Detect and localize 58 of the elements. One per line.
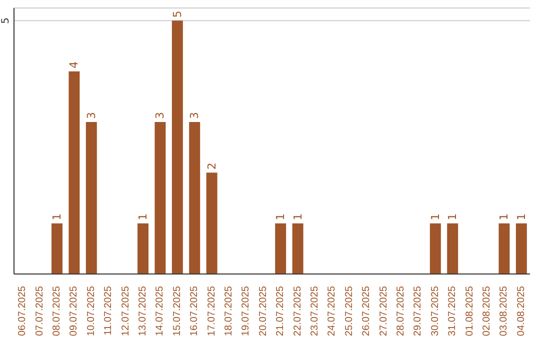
- bar: [206, 172, 218, 274]
- x-tick-label: 07.07.2025: [34, 286, 46, 336]
- data-label: 1: [274, 213, 288, 220]
- x-tick-label: 10.07.2025: [86, 286, 97, 336]
- x-tick-label: 28.07.2025: [396, 286, 406, 336]
- bar: [498, 223, 510, 274]
- bar: [86, 122, 97, 274]
- x-tick-label: 23.07.2025: [310, 286, 320, 336]
- data-label: 4: [68, 61, 81, 68]
- x-tick-label: 24.07.2025: [326, 286, 338, 336]
- x-tick-label: 08.07.2025: [52, 286, 62, 336]
- bar: [189, 122, 200, 274]
- x-tick-label: 06.07.2025: [17, 286, 28, 336]
- data-label: 3: [154, 112, 167, 119]
- x-tick-label: 19.07.2025: [240, 286, 252, 336]
- data-label: 1: [498, 213, 511, 220]
- bar: [430, 223, 441, 274]
- data-label: 1: [50, 213, 64, 220]
- bar: [68, 71, 80, 274]
- data-label: 2: [205, 162, 218, 170]
- x-tick-label: 29.07.2025: [412, 286, 424, 336]
- x-tick-label: 17.07.2025: [206, 286, 218, 336]
- x-tick-label: 31.07.2025: [447, 286, 458, 336]
- x-tick-label: 26.07.2025: [361, 286, 372, 336]
- bar: [137, 223, 148, 274]
- x-tick-label: 03.08.2025: [498, 286, 510, 336]
- data-label: 1: [428, 213, 442, 220]
- data-label: 5: [170, 10, 184, 18]
- x-tick-label: 13.07.2025: [138, 286, 148, 336]
- data-label: 1: [446, 213, 460, 220]
- x-tick-label: 09.07.2025: [68, 286, 80, 336]
- bar: [447, 223, 458, 274]
- data-label: 3: [188, 112, 202, 119]
- x-tick-label: 14.07.2025: [154, 286, 166, 336]
- x-tick-label: 11.07.2025: [103, 286, 114, 336]
- x-tick-label: 01.08.2025: [464, 286, 476, 336]
- x-tick-label: 16.07.2025: [189, 286, 200, 336]
- bar: [51, 223, 62, 274]
- data-label: 1: [514, 213, 528, 220]
- bar: [516, 223, 527, 274]
- data-label: 1: [291, 213, 304, 220]
- data-label: 1: [136, 213, 150, 220]
- x-tick-label: 30.07.2025: [430, 286, 441, 336]
- bar: [275, 223, 286, 274]
- x-tick-label: 15.07.2025: [172, 286, 183, 336]
- x-tick-label: 18.07.2025: [224, 286, 234, 336]
- x-tick-label: 04.08.2025: [516, 286, 527, 336]
- bar: [292, 223, 304, 274]
- bar: [172, 20, 183, 274]
- data-label: 3: [84, 112, 98, 119]
- x-tick-label: 22.07.2025: [292, 286, 304, 336]
- x-tick-label: 12.07.2025: [120, 286, 132, 336]
- x-tick-label: 21.07.2025: [275, 286, 286, 336]
- bar: [154, 122, 166, 274]
- x-tick-label: 27.07.2025: [378, 286, 390, 336]
- x-tick-label: 25.07.2025: [344, 286, 355, 336]
- x-tick-label: 02.08.2025: [482, 286, 492, 336]
- x-tick-label: 20.07.2025: [258, 286, 269, 336]
